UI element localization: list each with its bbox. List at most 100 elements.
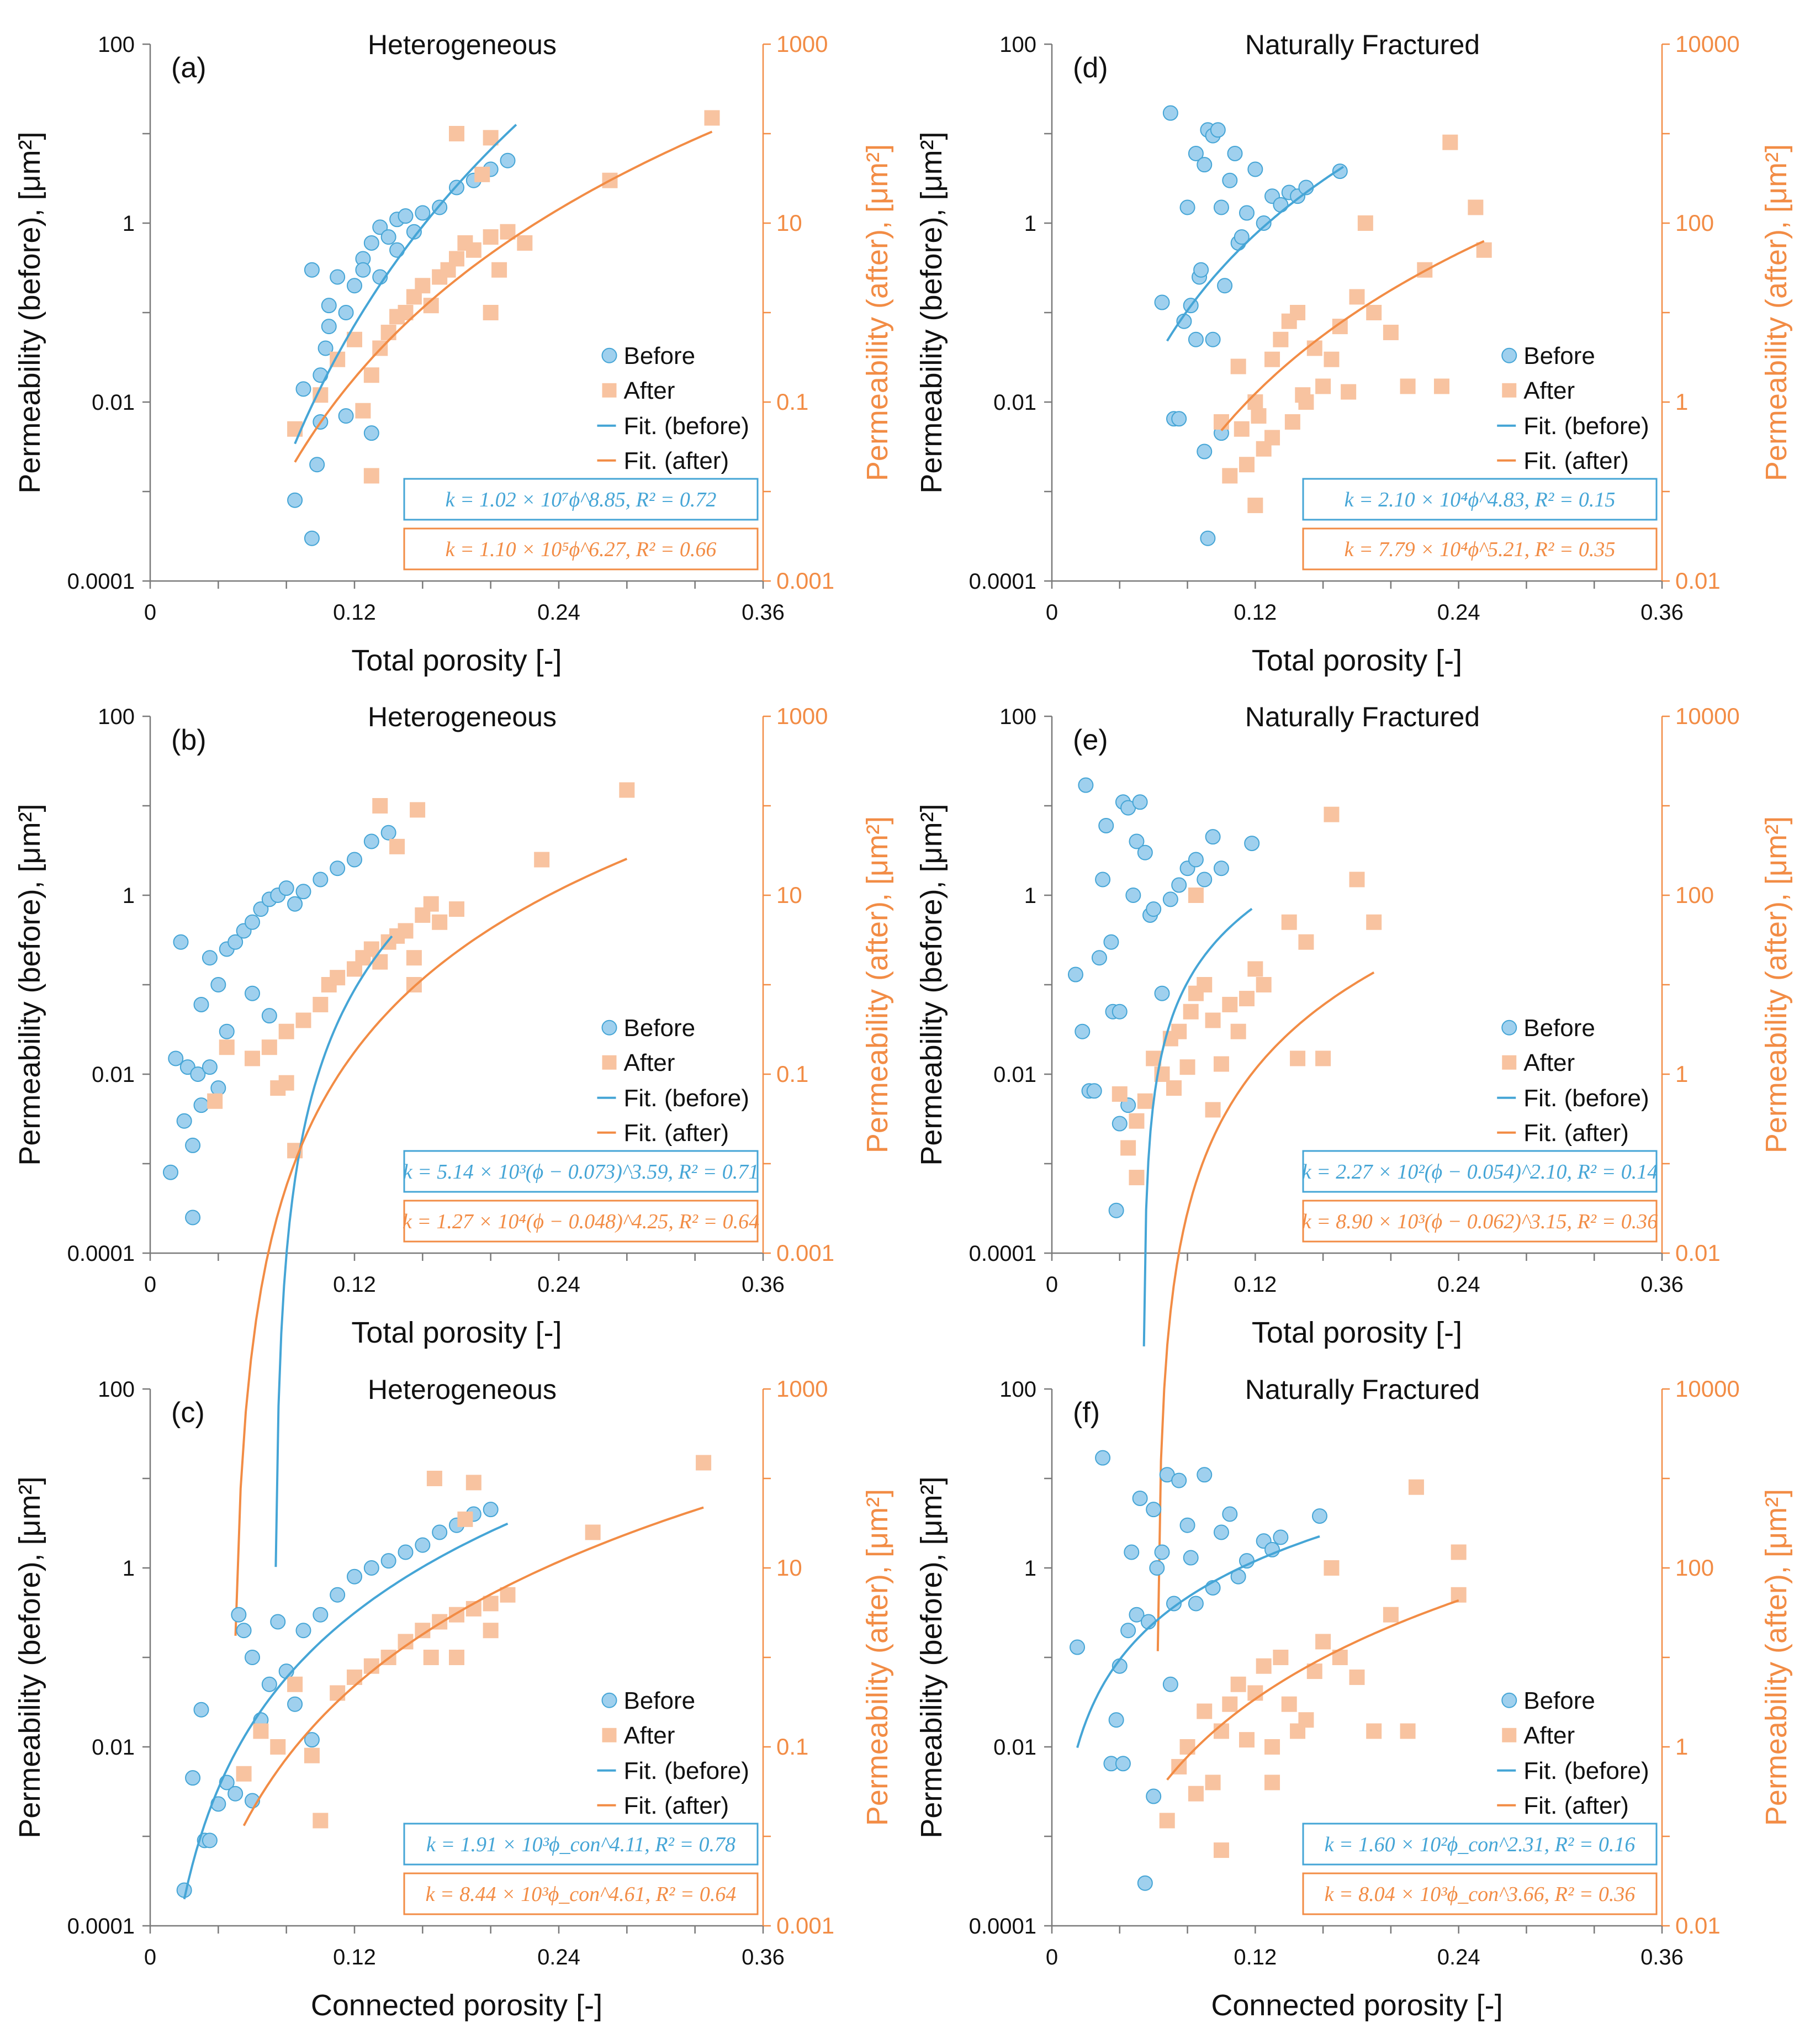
equation-before: k = 1.91 × 10³ϕ_con^4.11, R² = 0.78 <box>426 1833 735 1856</box>
right-tick-label: 0.1 <box>776 1734 808 1760</box>
before-point <box>295 884 311 900</box>
panel-title: Naturally Fractured <box>1245 701 1480 732</box>
before-point <box>236 1623 252 1639</box>
equation-box-before <box>403 1150 759 1193</box>
before-point <box>1179 1517 1195 1533</box>
after-point <box>1476 242 1492 258</box>
legend-after-label: After <box>1523 1049 1575 1076</box>
after-point <box>398 923 414 939</box>
left-tick-label: 0.01 <box>993 1063 1036 1087</box>
after-point <box>1349 289 1365 305</box>
legend-before-label: Before <box>1523 342 1595 369</box>
before-point <box>309 457 325 473</box>
before-point <box>372 219 388 235</box>
legend-before-marker <box>1501 347 1517 363</box>
x-tick-label: 0.12 <box>333 1945 376 1969</box>
after-point <box>1239 991 1255 1007</box>
before-point <box>1210 122 1226 138</box>
before-point <box>1171 411 1187 427</box>
before-point <box>415 1537 431 1553</box>
before-point <box>1234 229 1250 245</box>
legend-fit-after-label: Fit. (after) <box>1523 1119 1629 1147</box>
after-point <box>483 1596 499 1612</box>
before-point <box>227 934 244 950</box>
after-point <box>696 1455 712 1471</box>
after-point <box>1315 378 1331 394</box>
right-tick-label: 0.001 <box>776 1240 834 1266</box>
before-point <box>168 1050 184 1066</box>
x-tick-label: 0.36 <box>1640 600 1684 625</box>
after-point <box>410 802 426 818</box>
before-point <box>1115 1756 1131 1772</box>
before-point <box>1146 901 1162 917</box>
before-point <box>1188 145 1204 161</box>
after-point <box>1239 1732 1255 1748</box>
before-point <box>1197 872 1213 888</box>
before-point <box>1120 1623 1136 1639</box>
chart-panel-a: 0.0001 0.01 1 100 0.001 0.1 10 1000 0 0.12 0.24 0.3… <box>13 29 894 677</box>
after-point <box>1281 313 1297 329</box>
panel-label: (e) <box>1073 724 1108 756</box>
panel-title: Naturally Fractured <box>1245 1374 1480 1405</box>
before-point <box>1095 1450 1111 1466</box>
after-point <box>415 278 431 294</box>
legend-fit-before-label: Fit. (before) <box>1523 413 1649 440</box>
legend-fit-after-label: Fit. (after) <box>1523 447 1629 474</box>
after-point <box>1341 384 1357 400</box>
before-point <box>1256 215 1272 231</box>
before-point <box>193 996 209 1012</box>
x-tick-label: 0 <box>1046 1945 1058 1969</box>
left-tick-label: 100 <box>999 705 1036 729</box>
before-point <box>347 852 362 868</box>
before-point <box>173 934 189 950</box>
x-tick-label: 0.12 <box>1234 1272 1277 1297</box>
before-point <box>1171 877 1187 893</box>
panel-label: (c) <box>171 1397 205 1429</box>
equation-before: k = 5.14 × 10³(ϕ − 0.073)^3.59, R² = 0.7… <box>403 1160 759 1184</box>
after-point <box>517 235 533 251</box>
x-tick-label: 0.24 <box>537 600 580 625</box>
fit-before-line <box>1142 907 1253 1346</box>
before-point <box>287 1696 303 1712</box>
before-point <box>270 1614 286 1630</box>
right-tick-label: 10000 <box>1675 703 1740 729</box>
left-tick-label: 100 <box>98 33 135 57</box>
after-point <box>1400 378 1416 394</box>
left-tick-label: 0.01 <box>92 1063 135 1087</box>
before-point <box>1132 1490 1148 1506</box>
before-point <box>185 1210 201 1226</box>
before-point <box>1183 1550 1199 1566</box>
left-tick-label: 100 <box>98 1377 135 1402</box>
after-point <box>1442 134 1458 150</box>
after-point <box>1213 1056 1229 1072</box>
after-point <box>236 1766 252 1782</box>
right-tick-label: 0.1 <box>776 1061 808 1087</box>
legend-fit-after-label: Fit. (after) <box>624 1119 729 1147</box>
after-point <box>483 229 499 245</box>
right-tick-label: 1000 <box>776 703 828 729</box>
before-point <box>1247 161 1263 177</box>
fit-before-line <box>183 1522 509 1900</box>
equation-before: k = 1.02 × 10⁷ϕ^8.85, R² = 0.72 <box>446 488 717 511</box>
before-point <box>347 1568 362 1585</box>
legend-after-marker <box>602 1728 617 1742</box>
before-point <box>1125 888 1141 903</box>
after-point <box>426 1471 442 1486</box>
panel-title: Naturally Fractured <box>1245 29 1480 60</box>
before-point <box>338 305 354 320</box>
chart-panel-e: 0.0001 0.01 1 100 0.01 1 100 10000 0 0.12 0.24 0.36… <box>915 701 1793 1651</box>
right-tick-label: 1 <box>1675 1061 1688 1087</box>
before-point <box>363 1560 379 1576</box>
after-point <box>355 403 371 419</box>
after-point <box>1247 498 1263 514</box>
panel-label: (b) <box>171 724 207 756</box>
chart-panel-c: 0.0001 0.01 1 100 0.001 0.1 10 1000 0 0.12 0.24 0.3… <box>13 1374 894 2022</box>
before-point <box>1067 966 1083 983</box>
after-point <box>1137 1093 1153 1109</box>
after-point <box>261 1039 277 1055</box>
after-point <box>1230 1023 1246 1039</box>
before-point <box>1273 197 1289 213</box>
before-point <box>1095 872 1111 888</box>
legend-after-label: After <box>1523 1722 1575 1749</box>
after-point <box>1197 1703 1213 1719</box>
